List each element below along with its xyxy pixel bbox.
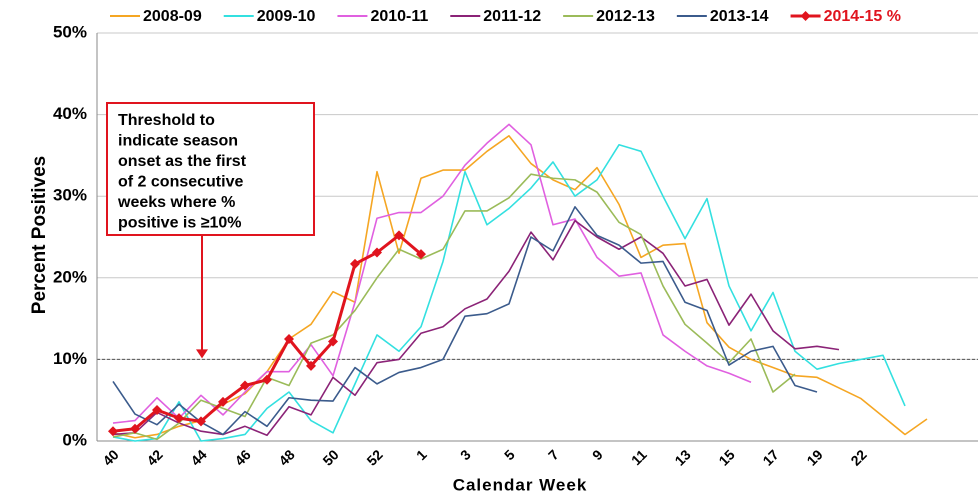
annotation-text: indicate season <box>118 133 238 150</box>
y-tick-label: 30% <box>53 186 87 205</box>
legend-label: 2013-14 <box>710 8 769 25</box>
data-point <box>416 249 426 260</box>
legend-item: 2012-13 <box>563 8 655 25</box>
legend-label: 2011-12 <box>483 8 541 25</box>
x-tick-label: 3 <box>457 446 474 463</box>
x-tick-label: 52 <box>363 446 385 468</box>
x-tick-label: 50 <box>319 446 341 468</box>
series-line <box>112 206 818 436</box>
x-tick-label: 11 <box>628 446 650 468</box>
annotation-text: weeks where % <box>117 194 235 211</box>
data-point <box>328 336 338 347</box>
y-tick-label: 20% <box>53 267 87 286</box>
annotation-arrowhead <box>196 349 208 359</box>
legend-item: 2011-12 <box>450 8 541 25</box>
x-tick-label: 22 <box>847 446 869 468</box>
annotation-text: positive is ≥10% <box>118 215 242 232</box>
data-point <box>284 334 294 344</box>
x-tick-label: 17 <box>759 446 781 468</box>
data-point <box>350 258 360 269</box>
x-tick-label: 40 <box>99 446 121 468</box>
y-tick-label: 10% <box>53 349 87 368</box>
data-point <box>218 396 228 407</box>
data-point <box>108 426 118 437</box>
legend-label: 2012-13 <box>596 8 655 25</box>
series-line <box>112 143 906 442</box>
data-point <box>372 247 382 258</box>
annotation-text: onset as the first <box>118 153 247 170</box>
x-axis-label: Calendar Week <box>453 475 588 494</box>
series-line <box>112 173 796 441</box>
series-line <box>112 233 422 433</box>
x-tick-label: 7 <box>545 446 562 463</box>
legend-label: 2014-15 % <box>824 8 901 25</box>
legend-marker <box>800 11 811 21</box>
legend-label: 2010-11 <box>370 8 428 25</box>
series-line <box>112 123 752 424</box>
x-tick-label: 46 <box>231 446 253 468</box>
legend-item: 2013-14 <box>676 8 769 25</box>
data-point <box>174 413 184 424</box>
x-tick-label: 15 <box>715 446 737 468</box>
data-point <box>394 230 404 241</box>
x-tick-label: 1 <box>413 446 430 463</box>
legend-label: 2009-10 <box>257 8 316 25</box>
legend-label: 2008-09 <box>143 8 202 25</box>
data-point <box>306 360 316 371</box>
legend-item: 2009-10 <box>223 8 316 25</box>
data-point <box>152 404 162 415</box>
annotation-text: Threshold to <box>118 112 215 129</box>
x-tick-label: 5 <box>501 446 518 463</box>
y-tick-label: 50% <box>53 22 87 41</box>
y-tick-label: 0% <box>62 430 87 449</box>
x-tick-label: 42 <box>143 446 165 468</box>
y-tick-label: 40% <box>53 104 87 123</box>
x-tick-label: 44 <box>187 446 209 468</box>
x-tick-label: 9 <box>589 446 606 463</box>
data-point <box>240 380 250 391</box>
legend-item: 2014-15 % <box>790 8 901 25</box>
series-line <box>112 135 928 439</box>
annotation-box <box>106 102 315 236</box>
x-tick-label: 13 <box>671 446 693 468</box>
series-line <box>112 219 840 437</box>
x-tick-label: 48 <box>275 446 297 468</box>
data-point <box>262 374 272 385</box>
data-point <box>196 416 206 427</box>
x-tick-label: 19 <box>803 446 825 468</box>
y-axis-label: Percent Positives <box>29 156 50 314</box>
legend-item: 2008-09 <box>110 8 202 25</box>
annotation-text: of 2 consecutive <box>118 174 243 191</box>
legend-item: 2010-11 <box>337 8 428 25</box>
data-point <box>130 423 140 434</box>
